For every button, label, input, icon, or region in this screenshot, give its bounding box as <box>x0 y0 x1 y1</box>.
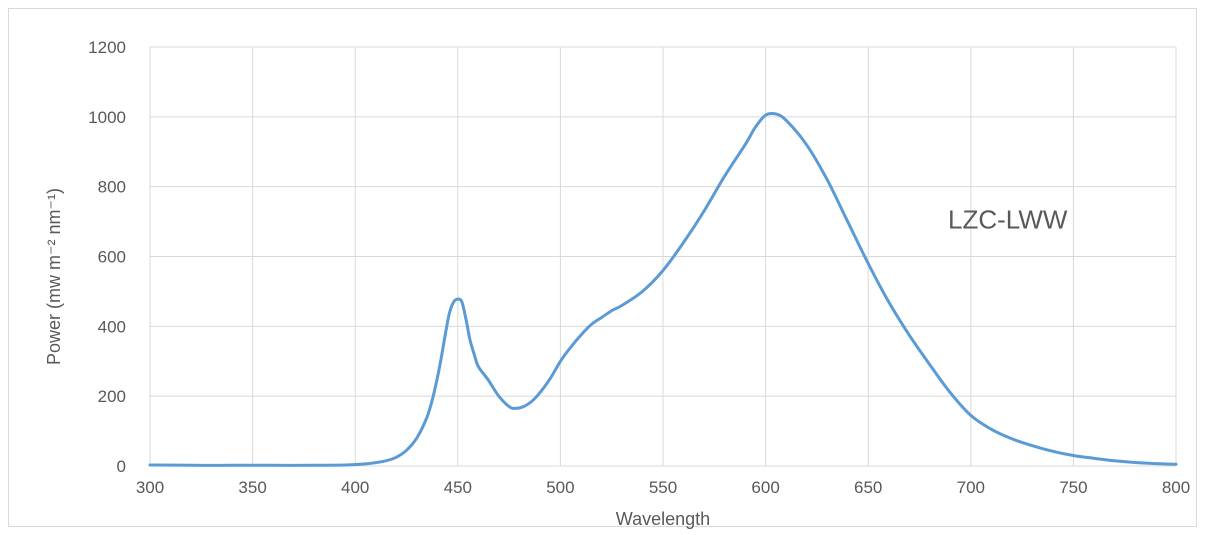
y-tick-label: 1000 <box>88 108 126 127</box>
x-tick-label: 400 <box>341 478 369 497</box>
x-tick-label: 600 <box>751 478 779 497</box>
y-tick-label: 0 <box>117 457 126 476</box>
gridlines <box>149 46 1177 467</box>
x-tick-label: 500 <box>546 478 574 497</box>
y-tick-label: 1200 <box>88 38 126 57</box>
tick-labels: 300 350 400 450 500 550 600 650 700 750 800 0 200 400… <box>88 38 1190 497</box>
y-tick-label: 800 <box>98 178 126 197</box>
x-tick-label: 550 <box>649 478 677 497</box>
x-axis-title: Wavelength <box>616 509 710 529</box>
x-tick-label: 450 <box>444 478 472 497</box>
y-axis-title: Power (mw m⁻² nm⁻¹) <box>44 188 64 365</box>
x-tick-label: 700 <box>957 478 985 497</box>
x-tick-label: 300 <box>136 478 164 497</box>
chart-frame <box>8 8 1197 527</box>
x-tick-label: 800 <box>1162 478 1190 497</box>
series-layer <box>148 111 1178 467</box>
y-tick-label: 600 <box>98 248 126 267</box>
series-annotation-label: LZC-LWW <box>948 205 1068 235</box>
x-tick-label: 350 <box>238 478 266 497</box>
y-tick-label: 400 <box>98 317 126 336</box>
spectrum-line <box>148 111 1178 467</box>
x-tick-label: 750 <box>1059 478 1087 497</box>
y-tick-label: 200 <box>98 387 126 406</box>
x-tick-label: 650 <box>854 478 882 497</box>
